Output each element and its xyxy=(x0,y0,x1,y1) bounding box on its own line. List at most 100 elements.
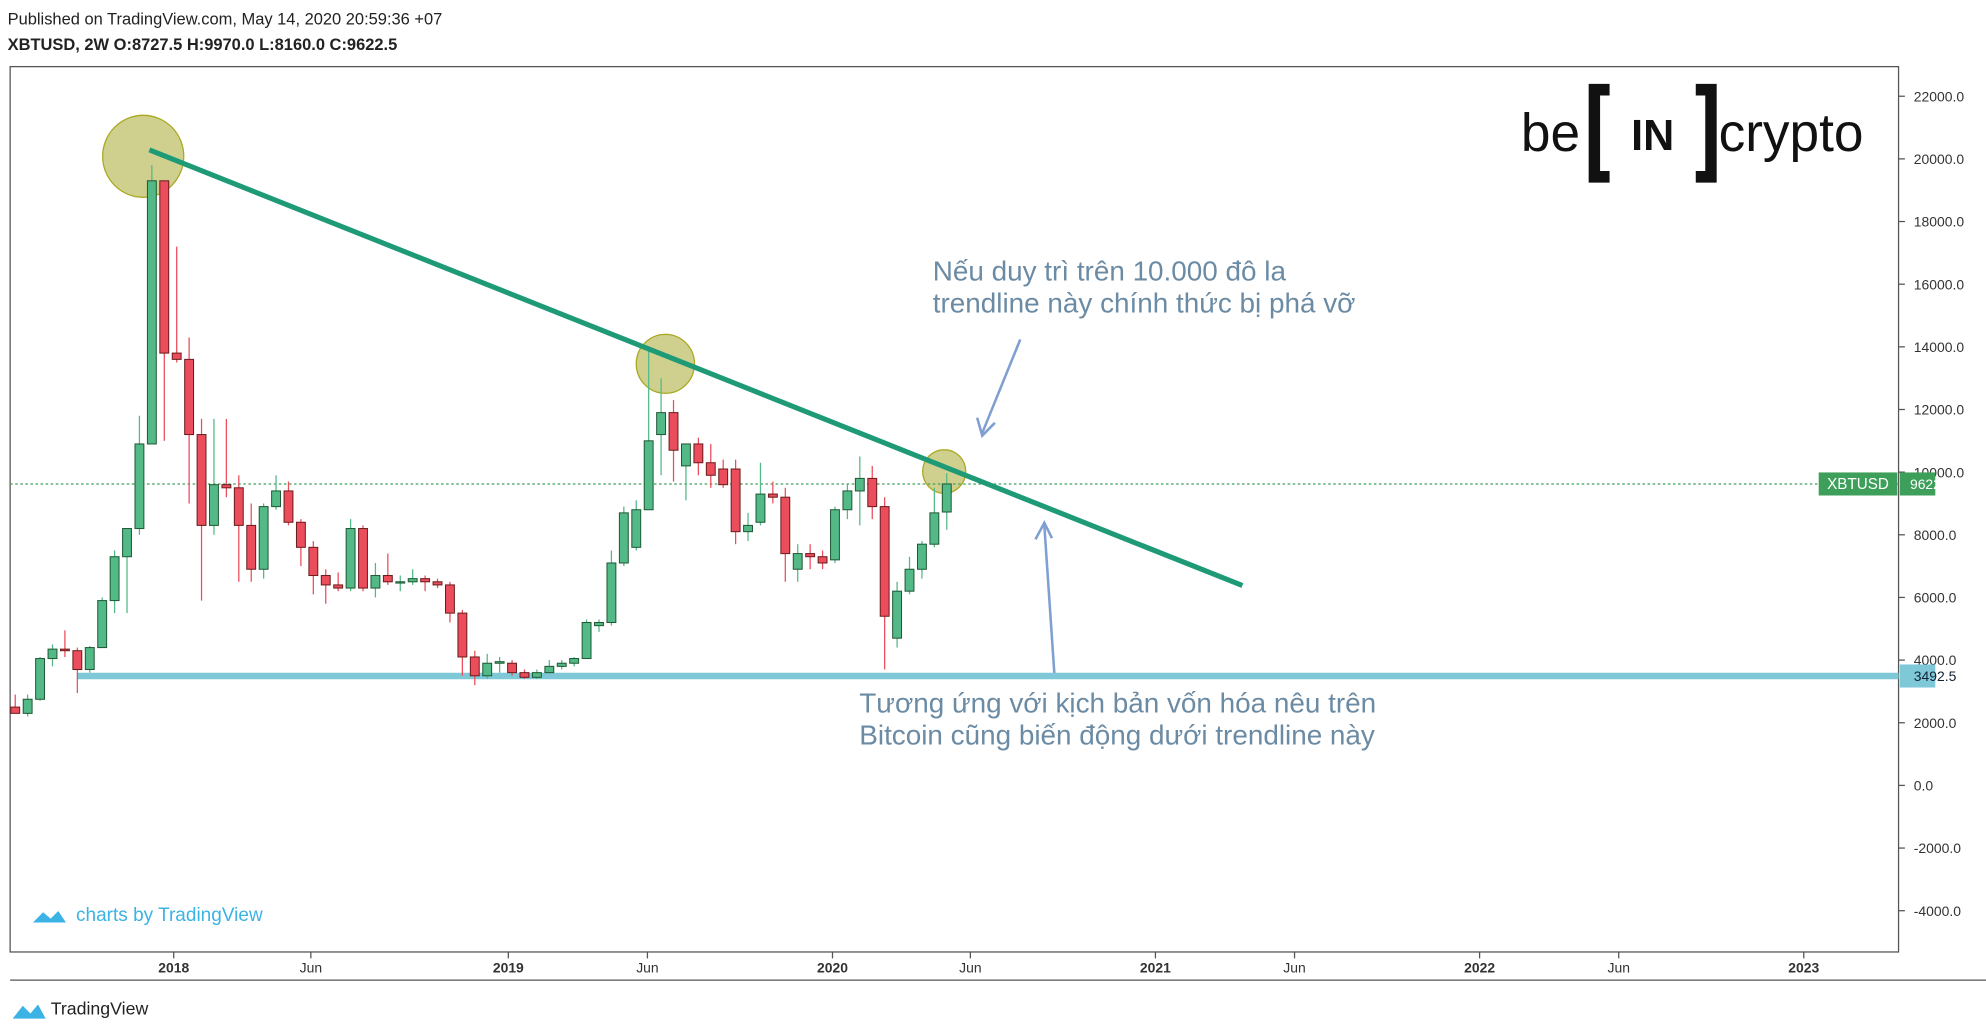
candle-body xyxy=(246,524,257,570)
candle-body xyxy=(618,512,629,564)
logo-bracket xyxy=(1588,83,1717,183)
support-tag-label: 3492.5 xyxy=(1914,668,1957,684)
y-tick-label: 4000.0 xyxy=(1914,652,1957,668)
arrow-head xyxy=(1034,519,1054,541)
y-tick-label: 6000.0 xyxy=(1914,590,1957,606)
watermark-icon xyxy=(32,910,66,923)
candle-body xyxy=(84,647,95,671)
symbol-line: XBTUSD, 2W O:8727.5 H:9970.0 L:8160.0 C:… xyxy=(8,35,398,54)
x-tick-label: Jun xyxy=(1283,959,1305,975)
candle-body xyxy=(643,440,654,511)
candle-body xyxy=(184,358,195,436)
annotation: trendline này chính thức bị phá vỡ xyxy=(933,287,1356,318)
candle-body xyxy=(879,506,890,617)
candle-body xyxy=(358,528,368,589)
candle-body xyxy=(581,621,592,660)
candle-body xyxy=(531,672,542,678)
x-tick-label: 2019 xyxy=(493,959,524,975)
candle-body xyxy=(705,462,716,476)
y-tick-label: -2000.0 xyxy=(1914,840,1961,856)
logo-right: crypto xyxy=(1719,104,1864,163)
candle-body xyxy=(22,698,33,714)
logo-left: be xyxy=(1521,104,1580,163)
candle-body xyxy=(221,484,232,489)
footer: TradingView xyxy=(51,999,149,1019)
candle-body xyxy=(780,496,791,555)
y-tick-label: 18000.0 xyxy=(1914,214,1965,230)
y-tick-label: 22000.0 xyxy=(1914,88,1965,104)
candle-body xyxy=(209,484,219,526)
x-tick-label: Jun xyxy=(959,959,981,975)
footer-icon xyxy=(12,1004,46,1019)
candle-body xyxy=(767,493,778,498)
x-tick-label: Jun xyxy=(300,959,322,975)
candle-body xyxy=(792,553,803,570)
candle-body xyxy=(631,509,642,548)
candle-body xyxy=(656,412,667,436)
candle-body xyxy=(196,434,207,526)
candle-body xyxy=(929,512,940,545)
candle-body xyxy=(680,443,691,467)
candle-body xyxy=(146,180,157,445)
annotation: Nếu duy trì trên 10.000 đô la xyxy=(933,255,1287,286)
candle-body xyxy=(420,578,431,583)
candle-body xyxy=(916,543,927,570)
x-tick-label: 2021 xyxy=(1140,959,1171,975)
y-tick-label: 8000.0 xyxy=(1914,527,1957,543)
plot-frame xyxy=(9,65,1900,953)
candle-body xyxy=(382,575,393,583)
candle-body xyxy=(469,656,480,677)
price-tag-name: XBTUSD xyxy=(1827,476,1889,493)
candle-body xyxy=(867,477,878,508)
candle-body xyxy=(507,662,517,674)
trendline xyxy=(148,147,1244,588)
candle-body xyxy=(171,352,182,360)
logo-middle: IN xyxy=(1631,112,1674,160)
x-tick-label: Jun xyxy=(636,959,658,975)
candle-body xyxy=(159,180,170,354)
candle-body xyxy=(370,575,381,589)
highlight xyxy=(102,114,185,198)
x-tick-label: 2020 xyxy=(817,959,848,975)
arrow xyxy=(981,339,1022,434)
candle-body xyxy=(271,490,282,508)
candle-body xyxy=(457,612,468,658)
candle-body xyxy=(445,584,455,614)
watermark: charts by TradingView xyxy=(76,905,263,926)
candle-body xyxy=(494,661,505,664)
candle-body xyxy=(842,490,853,511)
candle-body xyxy=(320,575,331,586)
candle-body xyxy=(72,650,83,671)
y-tick-label: 14000.0 xyxy=(1914,339,1965,355)
price-tag-label: 9622.5 xyxy=(1910,476,1953,492)
candle-body xyxy=(258,506,269,570)
candle-body xyxy=(544,665,555,674)
candle-body xyxy=(407,578,418,583)
annotation: Tương ứng với kịch bản vốn hóa nêu trên xyxy=(859,687,1376,718)
candle-body xyxy=(594,621,604,627)
x-tick-label: Jun xyxy=(1607,959,1629,975)
candle-body xyxy=(134,443,145,530)
candle-body xyxy=(308,546,319,577)
price-tag-value xyxy=(1899,472,1936,496)
candle-body xyxy=(283,490,294,523)
candle-body xyxy=(519,672,530,678)
candle-body xyxy=(432,581,443,586)
candle-body xyxy=(830,509,840,561)
candle-body xyxy=(817,556,828,564)
candle-body xyxy=(854,477,865,492)
candle-body xyxy=(395,581,406,584)
candle-body xyxy=(295,521,306,548)
candle-body xyxy=(755,493,766,523)
y-tick-label: 0.0 xyxy=(1914,777,1934,793)
candle-body xyxy=(805,553,816,558)
annotation: Bitcoin cũng biến động dưới trendline nà… xyxy=(859,719,1375,750)
candle-body xyxy=(668,412,679,451)
candle-body xyxy=(97,600,108,649)
candle-body xyxy=(47,648,58,660)
candle-body xyxy=(345,528,356,589)
candle-body xyxy=(693,443,704,464)
support-tag xyxy=(1899,664,1936,688)
